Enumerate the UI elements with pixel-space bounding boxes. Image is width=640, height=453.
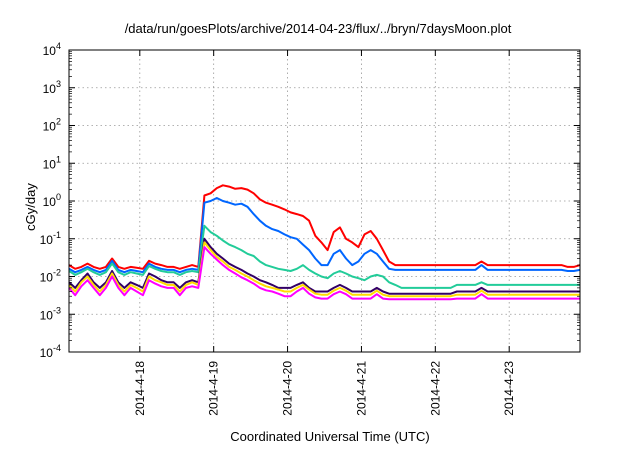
y-tick-label-exponent: 2 <box>56 117 61 127</box>
y-tick-label: 101 <box>43 154 61 171</box>
y-tick-label: 10-3 <box>40 305 61 322</box>
x-tick-label: 2014-4-22 <box>428 361 442 416</box>
y-axis-title: cGy/day <box>23 183 38 231</box>
y-tick-label-base: 10 <box>43 157 57 171</box>
y-tick-label-base: 10 <box>40 233 54 247</box>
y-tick-label-exponent: 0 <box>56 192 61 202</box>
y-tick-label-base: 10 <box>43 82 57 96</box>
series-line <box>68 224 580 289</box>
chart-title: /data/run/goesPlots/archive/2014-04-23/f… <box>125 21 512 36</box>
series-layer <box>68 184 581 301</box>
y-tick-label-exponent: -4 <box>53 343 61 353</box>
y-tick-label: 104 <box>43 41 61 58</box>
y-tick-label-base: 10 <box>43 44 57 58</box>
y-tick-label-exponent: 1 <box>56 154 61 164</box>
y-tick-label-base: 10 <box>40 346 54 360</box>
y-tick-label-exponent: 4 <box>56 41 61 51</box>
tick-marks <box>69 49 580 353</box>
y-tick-label-base: 10 <box>43 195 57 209</box>
series-line <box>68 246 580 301</box>
y-tick-label-exponent: -2 <box>53 268 61 278</box>
y-tick-label-exponent: -3 <box>53 305 61 315</box>
series-line <box>68 241 580 298</box>
x-axis-title: Coordinated Universal Time (UTC) <box>230 429 429 444</box>
y-tick-label: 100 <box>43 192 61 209</box>
series-line <box>68 184 581 270</box>
x-tick-label: 2014-4-23 <box>502 361 516 416</box>
grid <box>69 50 580 352</box>
y-tick-label-base: 10 <box>43 120 57 134</box>
y-tick-label-base: 10 <box>40 308 54 322</box>
y-tick-label-base: 10 <box>40 271 54 285</box>
x-tick-label: 2014-4-19 <box>207 361 221 416</box>
series-line <box>68 237 580 295</box>
y-tick-label: 103 <box>43 79 61 96</box>
y-tick-label: 10-1 <box>40 230 61 247</box>
y-tick-label: 10-2 <box>40 268 61 285</box>
y-tick-label: 10-4 <box>40 343 61 360</box>
y-tick-label-exponent: 3 <box>56 79 61 89</box>
x-tick-labels: 2014-4-18 2014-4-19 2014-4-20 2014-4-21 2014… <box>133 361 516 416</box>
series-line <box>68 197 581 274</box>
x-tick-label: 2014-4-20 <box>281 361 295 416</box>
x-tick-label: 2014-4-18 <box>133 361 147 416</box>
x-tick-label: 2014-4-21 <box>354 361 368 416</box>
y-tick-label: 102 <box>43 117 61 134</box>
y-tick-label-exponent: -1 <box>53 230 61 240</box>
